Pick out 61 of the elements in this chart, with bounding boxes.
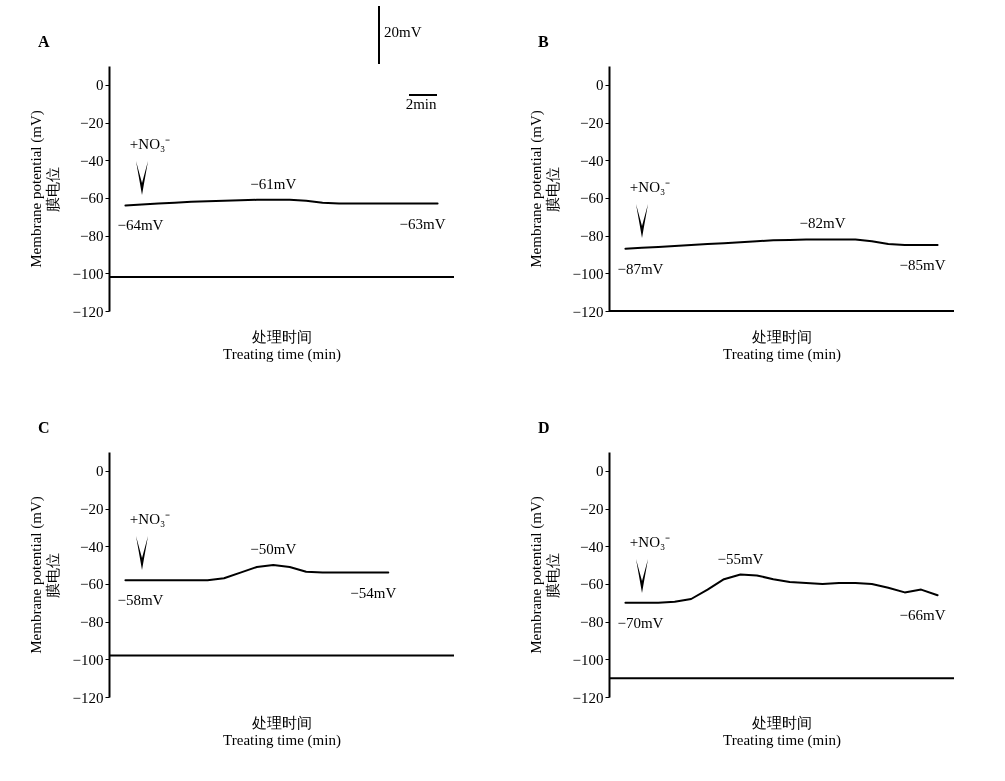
line-series: [624, 238, 939, 250]
y-tick-label: −40: [580, 538, 604, 555]
y-tick-label: 0: [596, 463, 604, 480]
data-label: −63mV: [399, 215, 446, 232]
y-tick-label: −80: [580, 614, 604, 631]
y-tick-label: −120: [72, 689, 104, 706]
annotation: +NO₃⁻: [629, 532, 671, 551]
y-tick-label: 0: [96, 463, 104, 480]
x-axis-title: 处理时间 Treating time (min): [723, 714, 841, 749]
data-label: −64mV: [117, 217, 164, 234]
chart-title: D: [538, 419, 550, 436]
y-tick-label: −60: [580, 576, 604, 593]
y-tick-label: 0: [596, 77, 604, 94]
annotation: +NO₃⁻: [629, 177, 671, 196]
y-tick-label: −100: [572, 265, 604, 282]
data-label: −85mV: [899, 257, 946, 274]
data-label: −58mV: [117, 592, 164, 609]
y-tick-label: −60: [80, 576, 104, 593]
y-axis-title: Membrane potential (mV) 膜电位: [527, 110, 561, 268]
annotation: 2min: [405, 96, 437, 113]
data-label: −50mV: [250, 541, 297, 558]
data-label: −82mV: [799, 215, 846, 232]
text: 20mV: [384, 24, 422, 41]
y-tick-label: −100: [72, 265, 104, 282]
y-tick-label: −80: [80, 614, 104, 631]
x-axis-title: 处理时间 Treating time (min): [723, 328, 841, 363]
y-tick-label: −20: [580, 115, 604, 132]
y-tick-label: −60: [580, 190, 604, 207]
y-tick-label: −120: [72, 303, 104, 320]
y-tick-label: −80: [80, 228, 104, 245]
y-tick-label: −100: [72, 651, 104, 668]
x-axis-title: 处理时间 Treating time (min): [223, 714, 341, 749]
data-label: −87mV: [617, 260, 664, 277]
data-label: −70mV: [617, 614, 664, 631]
chart-title: B: [538, 33, 550, 50]
y-tick-label: −60: [80, 190, 104, 207]
chart-title: A: [38, 33, 51, 50]
data-label: −54mV: [350, 584, 397, 601]
line-series: [624, 573, 939, 604]
data-label: −55mV: [717, 550, 764, 567]
y-axis-title: Membrane potential (mV) 膜电位: [27, 110, 61, 268]
line-series: [124, 564, 390, 582]
y-tick-label: −120: [572, 303, 604, 320]
y-tick-label: −20: [580, 501, 604, 518]
y-tick-label: 0: [96, 77, 104, 94]
y-tick-label: −40: [80, 152, 104, 169]
y-tick-label: −120: [572, 689, 604, 706]
y-tick-label: −40: [580, 152, 604, 169]
annotation: +NO₃⁻: [129, 510, 171, 529]
data-label: −66mV: [899, 607, 946, 624]
chart-title: C: [38, 419, 50, 436]
y-tick-label: −100: [572, 651, 604, 668]
y-tick-label: −40: [80, 538, 104, 555]
annotation: +NO₃⁻: [129, 134, 171, 153]
y-axis-title: Membrane potential (mV) 膜电位: [527, 496, 561, 654]
data-label: −61mV: [250, 175, 297, 192]
y-tick-label: −20: [80, 501, 104, 518]
x-axis-title: 处理时间 Treating time (min): [223, 328, 341, 363]
y-tick-label: −80: [580, 228, 604, 245]
y-tick-label: −20: [80, 115, 104, 132]
y-axis-title: Membrane potential (mV) 膜电位: [27, 496, 61, 654]
